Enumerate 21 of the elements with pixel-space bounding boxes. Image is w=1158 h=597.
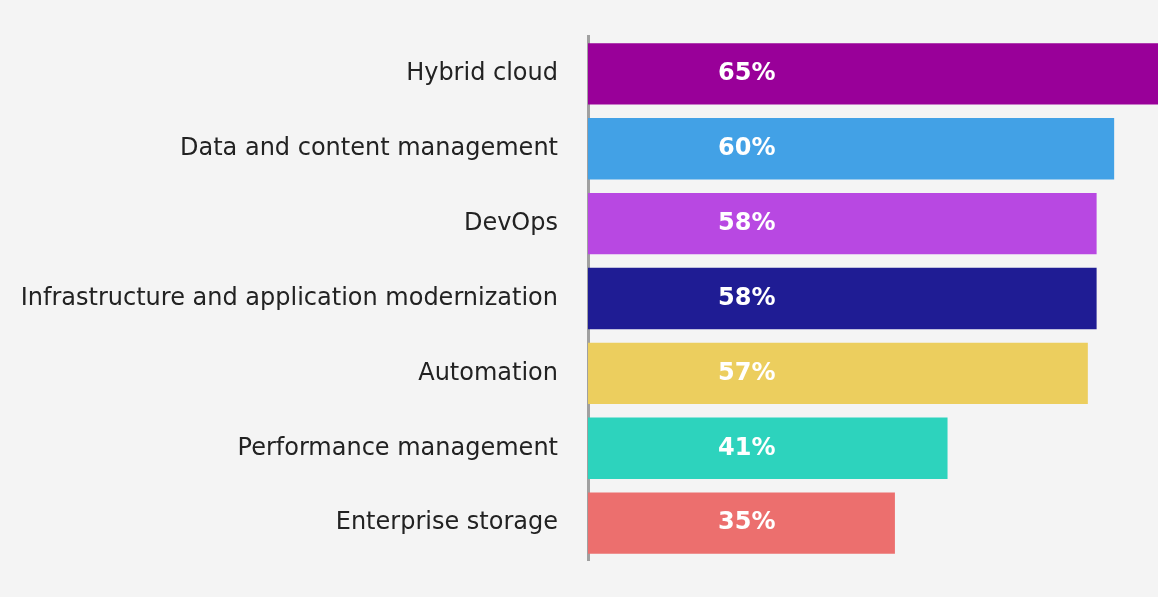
bar	[588, 342, 1088, 405]
y-tick-label: DevOps	[463, 207, 558, 236]
data-label: 58%	[718, 207, 776, 236]
bar	[588, 192, 1097, 255]
bar	[588, 492, 895, 554]
bar	[588, 118, 1115, 180]
y-tick-label: Data and content management	[180, 132, 558, 161]
data-label: 60%	[718, 132, 776, 161]
bar	[588, 417, 948, 479]
data-label: 35%	[718, 507, 776, 536]
bar	[588, 43, 1158, 105]
bar	[588, 267, 1097, 330]
data-label: 65%	[718, 58, 776, 87]
y-tick-label: Automation	[418, 357, 558, 386]
data-label: 58%	[718, 282, 776, 311]
data-label: 41%	[718, 432, 776, 461]
y-tick-label: Enterprise storage	[335, 507, 558, 536]
y-tick-label: Hybrid cloud	[406, 58, 558, 87]
y-tick-label: Performance management	[237, 432, 558, 461]
data-label: 57%	[718, 357, 776, 386]
y-tick-label: Infrastructure and application modernization	[20, 282, 558, 311]
